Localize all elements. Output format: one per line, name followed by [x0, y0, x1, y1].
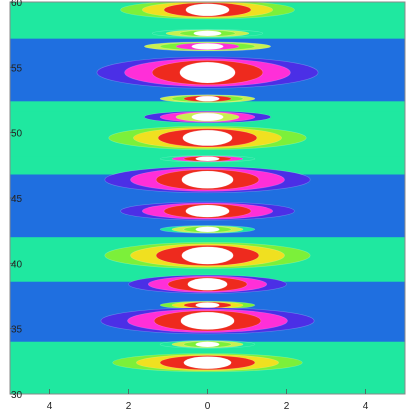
lobe-16 [112, 353, 303, 373]
lobe-1 [151, 29, 264, 38]
lobe-3 [96, 56, 319, 89]
lobe-5 [144, 110, 272, 124]
lobe-9 [120, 201, 295, 221]
lobe-15 [159, 340, 256, 349]
lobe-16-ring-3 [183, 356, 232, 369]
lobe-13-ring-3 [195, 302, 220, 309]
lobe-14-ring-3 [180, 311, 235, 330]
y-tick-label-3: 45 [11, 194, 23, 205]
lobe-10-ring-3 [195, 226, 220, 233]
lobe-14 [100, 307, 315, 335]
x-tick-label-3: 2 [284, 401, 290, 412]
lobe-9-ring-3 [185, 204, 230, 218]
lobe-11-ring-3 [181, 246, 234, 265]
lobe-8 [104, 166, 311, 194]
lobe-1-ring-3 [193, 30, 222, 37]
x-tick-label-4: 4 [363, 401, 369, 412]
x-tick-label-2: 0 [205, 401, 211, 412]
x-tick-label-0: 4 [47, 401, 53, 412]
lobe-6 [108, 125, 307, 150]
lobe-0 [120, 2, 295, 20]
y-axis: 30 35 40 45 50 55 60 [10, 0, 23, 401]
lobe-12-ring-3 [187, 277, 228, 291]
lobe-10 [159, 225, 256, 234]
y-tick-label-0: 30 [11, 390, 23, 401]
lobe-13 [159, 300, 256, 310]
y-tick-label-5: 55 [11, 63, 23, 74]
lobe-3-ring-3 [179, 61, 236, 84]
lobe-15-ring-3 [195, 341, 220, 348]
lobe-0-ring-3 [185, 3, 230, 17]
lobe-11 [104, 242, 311, 269]
lobe-6-ring-3 [182, 129, 233, 146]
x-tick-label-1: 2 [126, 401, 132, 412]
lobe-7-ring-3 [195, 156, 220, 162]
lobe-8-ring-3 [181, 170, 234, 189]
lobe-4-ring-3 [195, 95, 220, 102]
band-4 [10, 156, 405, 175]
y-tick-label-1: 35 [11, 325, 23, 336]
lobe-2 [144, 41, 272, 52]
lobe-5-ring-3 [191, 112, 224, 122]
y-tick-label-6: 60 [11, 0, 23, 9]
lobe-12 [128, 274, 287, 294]
lobes-layer [96, 2, 319, 373]
lobe-7 [159, 155, 256, 163]
lobe-4 [159, 94, 256, 103]
lobe-2-ring-3 [191, 43, 224, 50]
x-axis: 4 2 0 2 4 [47, 389, 369, 412]
band-6 [10, 101, 405, 112]
y-tick-label-4: 50 [11, 129, 23, 140]
y-tick-label-2: 40 [11, 259, 23, 270]
